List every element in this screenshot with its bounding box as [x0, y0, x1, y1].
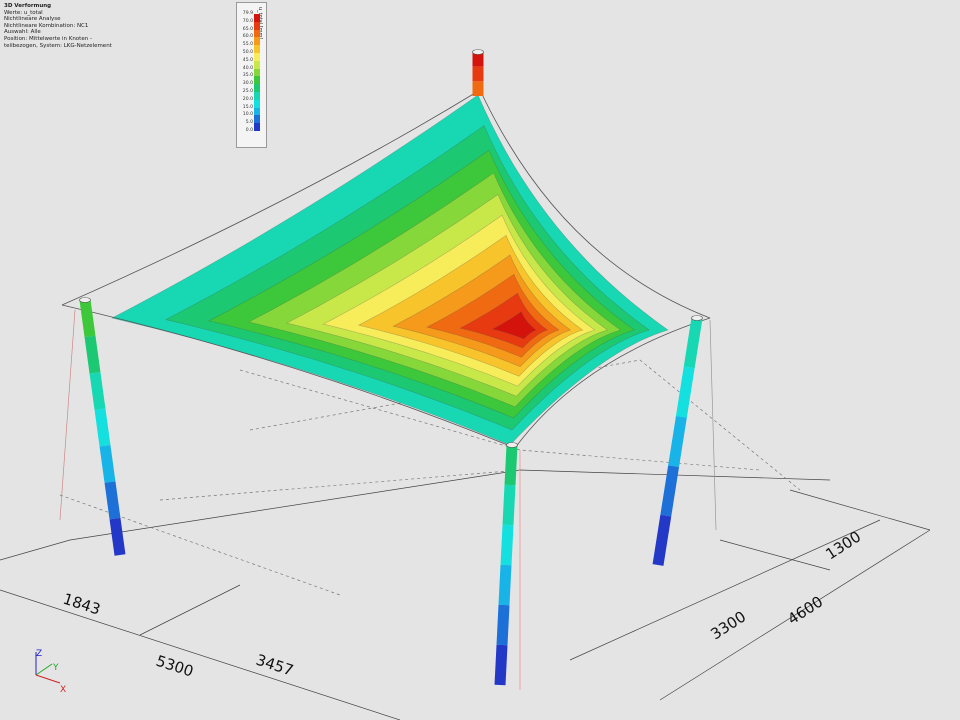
legend-value: 40.0 [242, 65, 253, 71]
legend-value: 15.0 [242, 104, 253, 110]
color-legend: u_total [mm] 79.9 70.0 65.0 60.0 55.0 50.0 45.… [236, 2, 267, 148]
legend-swatch [254, 37, 260, 46]
legend-swatch [254, 60, 260, 69]
info-line: Nichtlineare Analyse [4, 16, 61, 23]
result-info-panel: 3D Verformung Werte: u_total Nichtlinear… [4, 3, 112, 49]
columns [79, 49, 703, 686]
membrane-contour-plot[interactable] [111, 94, 669, 446]
legend-swatch [254, 68, 260, 77]
info-line: Auswahl: Alle [4, 29, 41, 36]
legend-swatch [254, 99, 260, 108]
column-segment [504, 444, 518, 486]
info-line: Position: Mittelwerte in Knoten - [4, 35, 92, 42]
column-segment [660, 465, 680, 517]
legend-value: 20.0 [242, 96, 253, 102]
column-segment [496, 604, 510, 646]
legend-swatch [254, 14, 260, 22]
column-segment [84, 335, 101, 374]
axis-triad-icon: Z Y X [35, 649, 66, 695]
dimension-label: 4600 [784, 592, 826, 628]
axis-y-label: Y [52, 663, 59, 673]
column-top [472, 49, 484, 55]
legend-value: 60.0 [242, 34, 253, 40]
legend-swatch [254, 92, 260, 100]
dimension-label: 5300 [154, 652, 196, 681]
dimension-label: 3300 [707, 607, 749, 643]
dimension-label: 1300 [822, 527, 864, 563]
column-segment [652, 514, 672, 566]
edge-cables [61, 89, 711, 449]
legend-swatch [254, 123, 260, 131]
legend-value: 35.0 [242, 73, 253, 79]
legend-swatch [254, 53, 260, 61]
column-top [506, 442, 518, 448]
legend-swatch [254, 107, 260, 116]
legend-unit: u_total [mm] [257, 7, 263, 40]
column-segment [79, 299, 96, 338]
dimension-label: 1843 [61, 590, 103, 619]
legend-value: 5.0 [245, 120, 253, 126]
legend-swatch [254, 45, 260, 53]
column-segment [494, 644, 508, 686]
info-title: 3D Verformung [4, 3, 52, 9]
column-segment [683, 317, 703, 369]
column-segment [104, 481, 121, 520]
info-line: teilbezogen, System: LKG-Netzelement [4, 42, 112, 49]
axis-z-label: Z [36, 649, 42, 659]
column-segment [668, 415, 687, 468]
legend-value: 0.0 [245, 128, 253, 133]
column-segment [99, 444, 116, 483]
legend-swatch [254, 76, 260, 85]
column-top [691, 315, 703, 321]
legend-value: 70.0 [242, 18, 253, 24]
info-line: Werte: u_total [4, 9, 43, 16]
legend-value: 65.0 [242, 26, 253, 32]
contour-band [492, 311, 537, 340]
legend-swatch [254, 29, 260, 38]
column-segment [94, 408, 111, 447]
column-top [79, 297, 91, 303]
column-segment [502, 484, 516, 526]
axis-x-label: X [60, 685, 66, 695]
legend-value: 55.0 [242, 42, 253, 48]
column-segment [89, 372, 106, 411]
legend-value: 30.0 [242, 81, 253, 87]
legend-value: 45.0 [242, 57, 253, 63]
legend-value: 50.0 [242, 50, 253, 55]
legend-swatch [254, 21, 260, 30]
legend-swatch [254, 84, 260, 92]
column-segment [109, 517, 126, 556]
column-segment [500, 524, 514, 566]
legend-value: 79.9 [242, 11, 253, 16]
legend-swatch [254, 115, 260, 124]
legend-value: 10.0 [242, 112, 253, 118]
column-segment [498, 564, 512, 606]
legend-value: 25.0 [242, 89, 253, 94]
dimension-label: 3457 [254, 651, 296, 680]
info-line: Nichtlineare Kombination: NC1 [4, 22, 89, 29]
column-segment [675, 366, 695, 418]
